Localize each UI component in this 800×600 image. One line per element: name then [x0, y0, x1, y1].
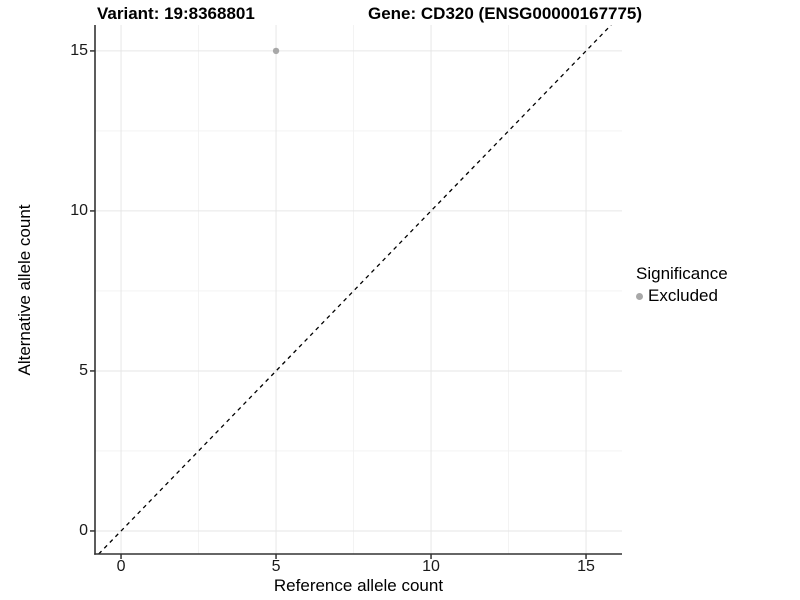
x-tick-label: 5	[271, 558, 281, 575]
identity-dashed-line	[98, 25, 612, 555]
x-tick-label: 15	[577, 558, 595, 575]
y-axis-title: Alternative allele count	[15, 204, 34, 376]
legend-item-label: Excluded	[648, 286, 718, 305]
legend: Significance Excluded	[636, 263, 728, 306]
x-axis-title: Reference allele count	[273, 576, 444, 595]
x-tick-label: 10	[422, 558, 440, 575]
legend-item-excluded: Excluded	[636, 286, 728, 306]
plot-panel	[90, 25, 622, 559]
gene-title: Gene: CD320 (ENSG00000167775)	[368, 4, 643, 23]
x-tick-label: 0	[116, 558, 126, 575]
variant-title: Variant: 19:8368801	[97, 4, 255, 23]
y-tick-label: 0	[79, 521, 88, 539]
data-point	[272, 47, 280, 55]
y-tick-label: 5	[79, 361, 88, 379]
legend-title: Significance	[636, 264, 728, 283]
y-tick-label: 10	[70, 201, 88, 219]
gray-circle-icon	[636, 292, 643, 300]
y-tick-label: 15	[70, 41, 88, 59]
